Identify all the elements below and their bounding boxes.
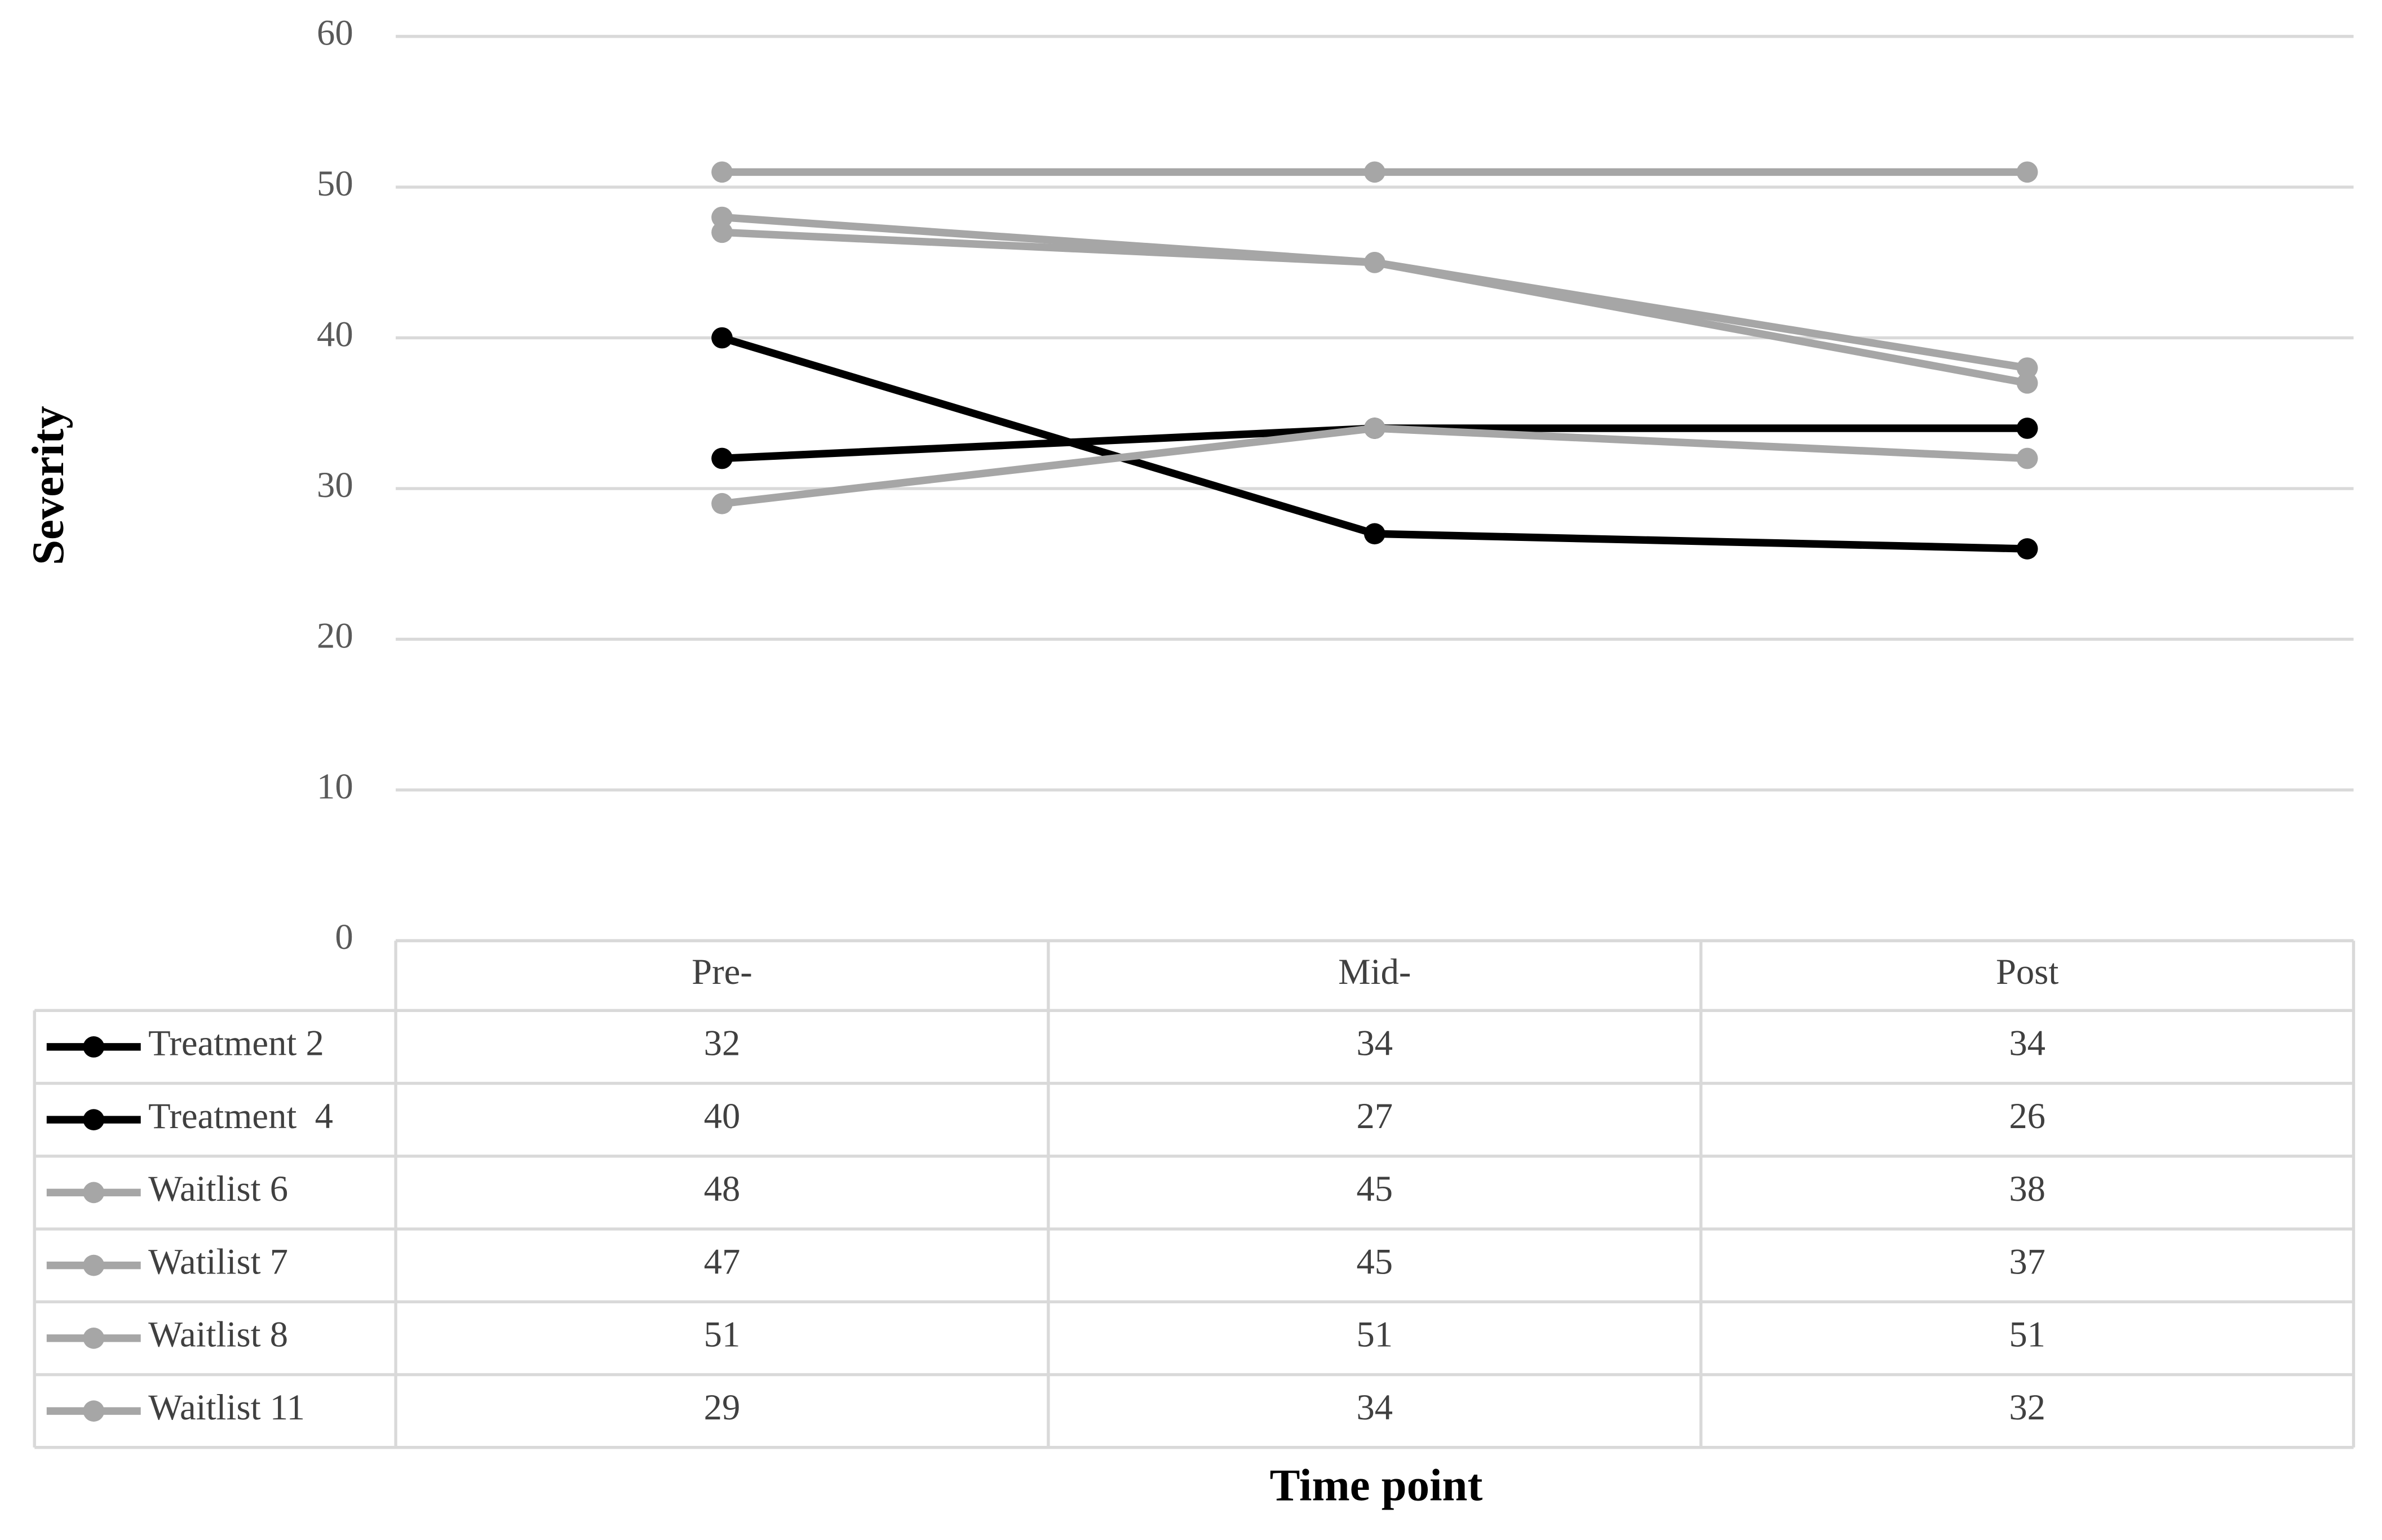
legend-label: Waitlist 8 — [148, 1314, 288, 1355]
table-value: 38 — [2009, 1168, 2045, 1209]
point — [2016, 161, 2038, 183]
table-value: 48 — [704, 1168, 741, 1209]
x-axis-title: Time point — [1270, 1461, 1483, 1511]
table-value: 51 — [2009, 1314, 2045, 1355]
legend-marker — [83, 1254, 105, 1276]
legend-label: Treatment 2 — [148, 1023, 324, 1063]
table-value: 40 — [704, 1095, 741, 1136]
point — [711, 221, 733, 243]
point — [711, 492, 733, 514]
table-value: 27 — [1357, 1095, 1393, 1136]
point — [2016, 372, 2038, 394]
y-tick-label: 60 — [317, 12, 353, 52]
point — [2016, 418, 2038, 439]
y-tick-label: 10 — [317, 766, 353, 806]
y-tick-label: 50 — [317, 163, 353, 203]
legend-label: Watilist 7 — [148, 1241, 288, 1281]
y-tick-label: 40 — [317, 313, 353, 354]
point — [711, 206, 733, 228]
point — [1363, 418, 1385, 439]
table-value: 32 — [2009, 1387, 2045, 1427]
point — [1363, 523, 1385, 545]
y-axis-title: Severity — [23, 406, 73, 565]
x-tick-label: Post — [1996, 951, 2058, 992]
x-tick-label: Pre- — [692, 951, 752, 992]
point — [711, 161, 733, 183]
table-value: 34 — [1357, 1023, 1393, 1063]
point — [711, 327, 733, 349]
table-value: 29 — [704, 1387, 741, 1427]
point — [1363, 161, 1385, 183]
table-value: 32 — [704, 1023, 741, 1063]
y-tick-label: 0 — [335, 916, 353, 957]
legend-marker — [83, 1400, 105, 1422]
legend-marker — [83, 1328, 105, 1349]
legend-marker — [83, 1182, 105, 1204]
table-value: 51 — [1357, 1314, 1393, 1355]
table-value: 51 — [704, 1314, 741, 1355]
table-value: 37 — [2009, 1241, 2045, 1281]
legend-label: Waitlist 6 — [148, 1168, 288, 1209]
y-tick-label: 30 — [317, 464, 353, 505]
y-tick-label: 20 — [317, 615, 353, 655]
point — [2016, 538, 2038, 560]
legend-label: Treatment 4 — [148, 1095, 333, 1136]
table-value: 45 — [1357, 1241, 1393, 1281]
table-value: 45 — [1357, 1168, 1393, 1209]
table-value: 26 — [2009, 1095, 2045, 1136]
legend-label: Waitlist 11 — [148, 1387, 305, 1427]
table-value: 47 — [704, 1241, 741, 1281]
point — [1363, 251, 1385, 273]
point — [2016, 447, 2038, 469]
point — [711, 447, 733, 469]
table-value: 34 — [2009, 1023, 2045, 1063]
table-value: 34 — [1357, 1387, 1393, 1427]
legend-marker — [83, 1036, 105, 1058]
point — [2016, 357, 2038, 379]
legend-marker — [83, 1109, 105, 1130]
x-tick-label: Mid- — [1338, 951, 1411, 992]
